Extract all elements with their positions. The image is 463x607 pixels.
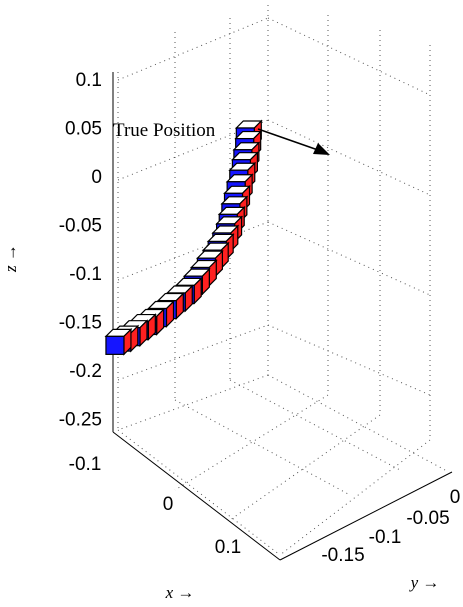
annotation-arrow-head [313, 143, 330, 155]
x-tick-labels: -0.1 0 0.1 [69, 454, 242, 558]
grid-line [117, 429, 281, 556]
z-tick-labels: 0.1 0.05 0 -0.05 -0.1 -0.15 -0.2 -0.25 [59, 70, 102, 431]
x-axis-line [112, 431, 281, 561]
grid-layer [117, 5, 446, 556]
z-axis-label: z → [1, 244, 20, 273]
grid-line [229, 379, 401, 471]
grid-line [117, 119, 269, 181]
x-axis-label: x → [165, 583, 195, 602]
grid-line [267, 324, 431, 396]
grid-line [267, 374, 446, 471]
grid-line [267, 221, 431, 296]
annotation-arrow-line [257, 128, 319, 151]
axes-layer [112, 72, 453, 561]
z-tick-label: -0.05 [59, 216, 102, 237]
grid-line [229, 414, 381, 521]
z-tick-label: 0 [91, 167, 102, 188]
z-tick-label: -0.2 [69, 361, 102, 382]
z-tick-label: 0.05 [65, 119, 102, 140]
grid-line [279, 439, 431, 556]
y-tick-label: -0.15 [321, 545, 364, 566]
grid-line [174, 399, 351, 496]
annotation-label: True Position [113, 120, 216, 141]
grid-line [117, 374, 269, 431]
grid-line [267, 119, 431, 196]
trajectory-markers [104, 119, 263, 356]
y-axis-line [279, 471, 453, 561]
grid-line [267, 17, 431, 96]
grid-line [117, 221, 269, 281]
z-tick-label: -0.25 [59, 410, 102, 431]
grid-line [117, 17, 269, 81]
y-tick-label: 0 [450, 487, 461, 508]
x-tick-label: 0 [163, 494, 174, 515]
y-tick-labels: -0.15-0.1-0.050 [321, 487, 460, 566]
x-tick-label: -0.1 [69, 454, 102, 475]
x-tick-label: 0.1 [215, 537, 241, 558]
grid-line [174, 394, 329, 491]
z-tick-label: 0.1 [76, 70, 102, 91]
true-position-annotation: True Position [113, 120, 330, 155]
y-tick-label: -0.05 [406, 508, 449, 529]
z-tick-label: -0.15 [59, 313, 102, 334]
y-tick-label: -0.1 [369, 527, 402, 548]
y-axis-label: y → [409, 573, 440, 592]
trajectory-point-marker [104, 327, 133, 356]
z-tick-label: -0.1 [69, 264, 102, 285]
